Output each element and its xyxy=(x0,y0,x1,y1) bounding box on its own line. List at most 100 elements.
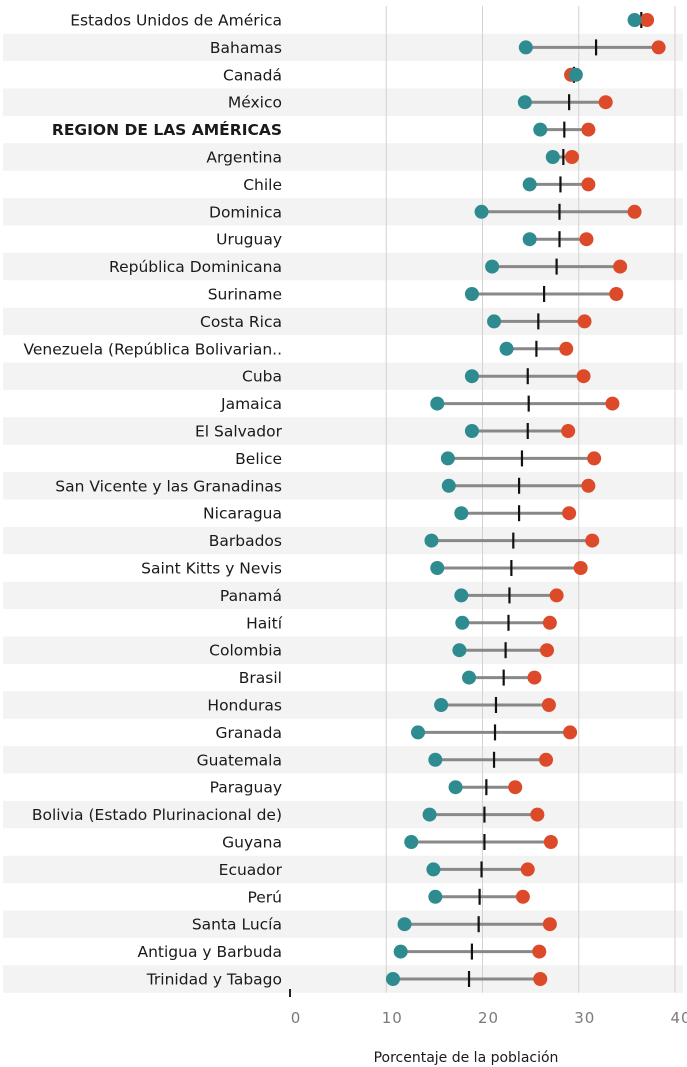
low-point xyxy=(545,150,560,164)
low-point xyxy=(522,232,537,247)
high-point xyxy=(585,533,600,548)
row-label: San Vicente y las Granadinas xyxy=(55,477,282,495)
high-point xyxy=(520,862,535,877)
low-point xyxy=(441,478,456,493)
high-point xyxy=(609,287,624,301)
high-point xyxy=(562,506,577,521)
high-point xyxy=(530,807,545,822)
low-point xyxy=(627,13,642,27)
row-band xyxy=(3,581,683,610)
low-point xyxy=(474,204,489,219)
row-band xyxy=(3,143,683,171)
row-labels: Estados Unidos de América Bahamas Canadá Mé… xyxy=(24,12,283,989)
row-label: Honduras xyxy=(207,697,282,715)
row-band xyxy=(3,746,683,774)
low-point xyxy=(428,752,443,767)
row-label: Trinidad y Tabago xyxy=(146,971,282,989)
low-point xyxy=(533,122,548,137)
row-label: Brasil xyxy=(239,669,282,687)
high-point xyxy=(576,369,591,384)
row-band xyxy=(3,800,683,829)
row-band xyxy=(3,965,683,993)
row-label: Guatemala xyxy=(197,751,282,769)
tick-label: 40 xyxy=(670,1009,687,1027)
high-point xyxy=(543,835,558,849)
row-label: Haití xyxy=(246,614,283,632)
high-point xyxy=(640,13,655,27)
low-point xyxy=(454,506,469,521)
low-point xyxy=(448,780,463,795)
high-point xyxy=(561,424,576,438)
row-label: Saint Kitts y Nevis xyxy=(141,560,282,578)
row-label: Ecuador xyxy=(219,861,283,879)
high-point xyxy=(527,670,542,685)
low-point xyxy=(440,451,455,466)
high-point xyxy=(627,204,642,219)
row-label: Bahamas xyxy=(210,39,282,57)
low-point xyxy=(452,643,467,658)
row-band xyxy=(3,417,683,445)
row-label: Antigua y Barbuda xyxy=(137,943,282,961)
row-label: Dominica xyxy=(209,203,282,221)
row-bands xyxy=(3,33,683,993)
low-point xyxy=(464,369,479,384)
low-point xyxy=(385,972,400,986)
high-point xyxy=(542,917,557,932)
row-label: Canadá xyxy=(223,66,282,84)
low-point xyxy=(462,670,477,685)
high-point xyxy=(539,752,554,767)
row-label: Bolivia (Estado Plurinacional de) xyxy=(32,806,282,824)
high-point xyxy=(533,972,548,986)
data-marks xyxy=(385,12,666,987)
row-label: Paraguay xyxy=(210,779,282,797)
high-point xyxy=(651,40,666,55)
high-point xyxy=(587,451,602,466)
row-band xyxy=(3,855,683,884)
high-point xyxy=(605,396,620,411)
low-point xyxy=(464,424,479,438)
row-label: Granada xyxy=(215,724,282,742)
low-point xyxy=(499,341,514,356)
row-band xyxy=(3,636,683,664)
low-point xyxy=(404,835,419,849)
row-label: Cuba xyxy=(242,368,282,386)
high-point xyxy=(542,615,557,630)
row-label: Chile xyxy=(243,176,282,194)
high-point xyxy=(577,314,592,329)
high-point xyxy=(581,177,596,192)
high-point xyxy=(559,341,574,356)
low-point xyxy=(487,314,502,329)
high-point xyxy=(581,122,596,137)
low-point xyxy=(430,396,445,411)
high-point xyxy=(549,588,564,603)
high-point xyxy=(563,725,578,740)
x-axis-title: Porcentaje de la población xyxy=(374,1050,559,1066)
low-point xyxy=(428,889,443,904)
row-label: Nicaragua xyxy=(203,505,282,523)
row-label: Belice xyxy=(235,450,282,468)
low-point xyxy=(411,725,426,740)
row-label: Argentina xyxy=(206,149,282,167)
low-point xyxy=(522,177,537,192)
row-label: Jamaica xyxy=(220,395,282,413)
low-point xyxy=(568,67,583,82)
high-point xyxy=(539,643,554,658)
row-label: Barbados xyxy=(209,532,282,550)
high-point xyxy=(515,889,530,904)
low-point xyxy=(455,615,470,630)
high-point xyxy=(541,698,556,712)
grid-lines xyxy=(385,6,676,993)
low-point xyxy=(397,917,412,932)
low-point xyxy=(424,533,439,548)
x-axis: 0 10 20 30 40 xyxy=(289,989,687,1027)
high-point xyxy=(508,780,523,795)
low-point xyxy=(430,561,445,575)
row-label: Estados Unidos de América xyxy=(70,12,282,30)
high-point xyxy=(532,944,547,959)
high-point xyxy=(613,259,628,274)
row-label: REGION DE LAS AMÉRICAS xyxy=(52,120,282,139)
row-band xyxy=(3,910,683,938)
low-point xyxy=(426,862,441,877)
low-point xyxy=(517,95,532,110)
low-point xyxy=(518,40,533,55)
